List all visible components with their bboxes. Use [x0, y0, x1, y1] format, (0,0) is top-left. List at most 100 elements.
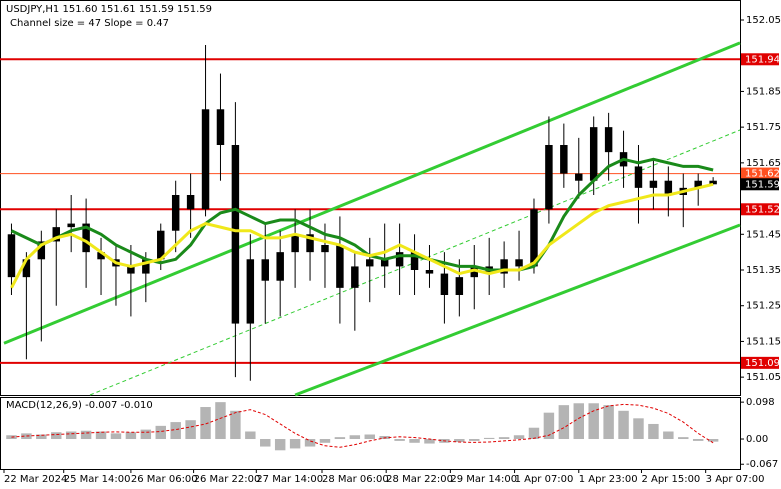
- macd-bar: [200, 407, 211, 440]
- macd-bar: [409, 439, 420, 443]
- y-tick-label: 151.05: [746, 372, 781, 383]
- x-tick-label: 1 Apr 23:00: [579, 474, 638, 485]
- y-tick-label: 152.05: [746, 15, 781, 26]
- level-label-box: [741, 203, 779, 216]
- y2-tick-label: 0.00: [746, 434, 768, 445]
- candle-body: [186, 195, 195, 210]
- macd-bar: [588, 403, 599, 440]
- candle-body: [634, 166, 643, 188]
- candle-body: [67, 223, 75, 228]
- level-label: 151.62: [745, 169, 780, 180]
- macd-bar: [260, 439, 271, 447]
- level-label: 151.59: [745, 179, 780, 190]
- candle-body: [575, 173, 583, 181]
- candle-body: [52, 227, 60, 242]
- level-label: 151.52: [745, 204, 780, 215]
- macd-bar: [498, 437, 510, 440]
- level-label-box: [741, 178, 779, 191]
- macd-bar: [80, 430, 92, 440]
- x-tick-label: 26 Mar 06:00: [131, 474, 198, 485]
- macd-bar: [707, 439, 719, 442]
- y-tick-label: 151.25: [746, 301, 781, 312]
- macd-bar: [215, 402, 226, 440]
- macd-bar: [648, 423, 659, 440]
- candle-body: [694, 180, 702, 188]
- candle-body: [7, 234, 16, 278]
- macd-bar: [36, 434, 47, 440]
- macd-bar: [678, 437, 689, 440]
- candle-body: [366, 259, 374, 267]
- candle-body: [142, 259, 150, 274]
- candle-body: [395, 252, 404, 267]
- macd-bar: [304, 439, 316, 447]
- candle-body: [500, 259, 508, 274]
- macd-bar: [603, 405, 614, 440]
- y2-tick-label: -0.067: [746, 459, 778, 470]
- candle-body: [649, 180, 658, 188]
- level-label-box: [741, 53, 779, 66]
- macd-bar: [513, 435, 525, 440]
- macd-bar: [319, 439, 331, 443]
- candle-body: [530, 209, 538, 267]
- candle-body: [22, 259, 31, 278]
- channel-line: [294, 223, 741, 397]
- macd-signal: [11, 403, 714, 448]
- x-tick-label: 2 Apr 15:00: [641, 474, 700, 485]
- candle-body: [470, 266, 478, 278]
- candle-body: [157, 230, 165, 260]
- x-tick-label: 28 Mar 06:00: [322, 474, 389, 485]
- candle-body: [291, 234, 299, 253]
- candle-body: [321, 245, 329, 253]
- candle-body: [380, 259, 389, 267]
- macd-bar: [573, 403, 584, 440]
- macd-bar: [155, 425, 166, 440]
- macd-bar: [663, 431, 674, 440]
- macd-bar: [274, 439, 286, 451]
- macd-bar: [65, 431, 77, 440]
- macd-bar: [51, 432, 62, 440]
- macd-bar: [334, 437, 346, 440]
- macd-bar: [543, 412, 555, 440]
- moving-average: [10, 157, 714, 272]
- macd-panel: [0, 397, 741, 470]
- candle-body: [171, 195, 180, 231]
- y-tick-label: 151.85: [746, 86, 781, 97]
- macd-bar: [110, 433, 122, 440]
- macd-bar: [469, 439, 480, 441]
- candle-body: [246, 259, 255, 324]
- candle-body: [410, 252, 419, 270]
- macd-bar: [364, 434, 375, 440]
- candle-body: [351, 266, 359, 288]
- chart-title: USDJPY,H1 151.60 151.61 151.59 151.59: [6, 4, 212, 15]
- candle-body: [515, 259, 523, 267]
- x-tick-label: 28 Mar 22:00: [386, 474, 453, 485]
- macd-bar: [125, 432, 137, 440]
- y-tick-label: 151.35: [746, 265, 781, 276]
- candle-body: [127, 266, 135, 274]
- chart-subtitle: Channel size = 47 Slope = 0.47: [10, 18, 169, 29]
- macd-bar: [170, 422, 181, 440]
- macd-bar: [454, 439, 465, 443]
- price-panel: [0, 0, 741, 396]
- macd-bar: [185, 420, 196, 440]
- candle-body: [545, 145, 553, 210]
- candle-body: [455, 277, 464, 295]
- macd-bar: [6, 435, 17, 440]
- candle-body: [82, 223, 90, 253]
- candle-body: [589, 127, 598, 181]
- candle-body: [336, 245, 344, 288]
- x-tick-label: 3 Apr 07:00: [706, 474, 765, 485]
- macd-bar: [95, 431, 107, 440]
- macd-bar: [633, 418, 644, 440]
- level-label-box: [741, 356, 779, 369]
- macd-bar: [21, 433, 32, 440]
- candle-body: [425, 270, 434, 274]
- macd-label: MACD(12,26,9) -0.007 -0.010: [6, 400, 153, 411]
- macd-bar: [528, 427, 540, 440]
- x-tick-label: 22 Mar 2024: [4, 474, 67, 485]
- candle-body: [216, 109, 225, 145]
- macd-bar: [245, 431, 256, 440]
- x-tick-label: 26 Mar 22:00: [194, 474, 261, 485]
- macd-bar: [289, 439, 301, 449]
- candle-body: [97, 252, 105, 260]
